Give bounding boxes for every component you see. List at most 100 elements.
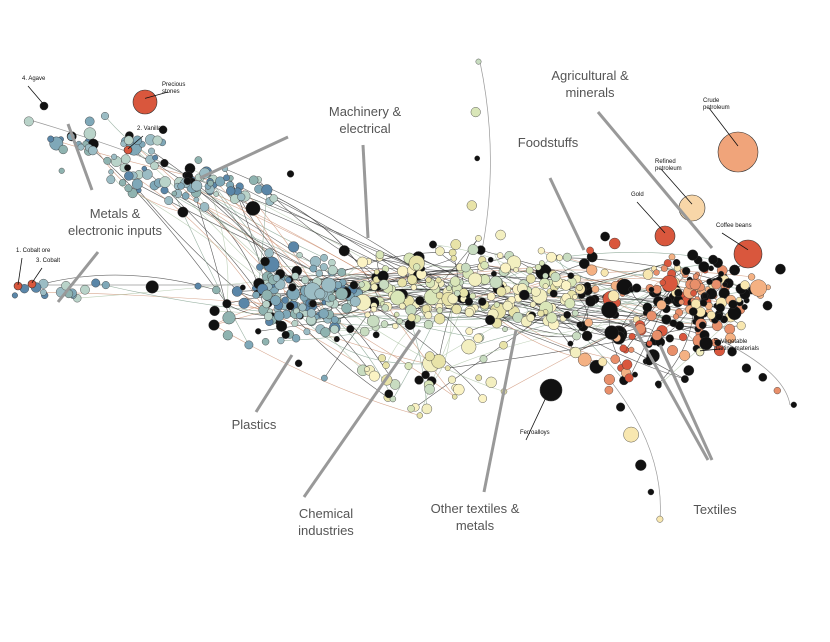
node [702, 293, 709, 300]
edge [179, 182, 392, 290]
node [451, 304, 462, 315]
node [546, 312, 558, 324]
node [502, 326, 508, 333]
node [572, 309, 579, 317]
node [372, 331, 380, 339]
node [262, 300, 271, 309]
node [616, 402, 626, 412]
node [148, 147, 155, 155]
node [747, 273, 756, 281]
node [450, 255, 457, 262]
node [479, 355, 488, 363]
node [610, 354, 620, 364]
node [714, 339, 722, 347]
node [101, 281, 110, 290]
node [384, 389, 394, 399]
node [269, 194, 278, 203]
node [208, 319, 220, 331]
node [775, 263, 786, 275]
node [424, 351, 435, 362]
product-node [13, 281, 23, 291]
node [607, 290, 620, 302]
node [692, 273, 699, 280]
product-label-line: 2. Vanilla [137, 126, 162, 132]
node [390, 290, 406, 306]
node [628, 346, 635, 353]
node [648, 286, 655, 293]
node [758, 372, 768, 382]
node [577, 352, 592, 367]
cluster-label: Machinery & electrical [329, 104, 402, 136]
edge [273, 198, 450, 305]
node [572, 331, 581, 341]
cluster-label-line: industries [298, 523, 354, 538]
node [724, 323, 736, 335]
product-label: Ferroalloys [520, 430, 550, 436]
node [248, 175, 259, 185]
product-node [695, 347, 705, 357]
node [244, 340, 254, 350]
node [585, 295, 597, 307]
node [499, 341, 508, 350]
node [444, 365, 451, 372]
node [682, 266, 691, 276]
node [727, 347, 737, 357]
node [537, 247, 545, 255]
node [398, 302, 406, 310]
node [665, 334, 674, 343]
node [435, 277, 442, 284]
node [364, 311, 371, 318]
node [80, 284, 90, 295]
node [158, 125, 168, 135]
node [718, 270, 724, 277]
node [519, 289, 530, 301]
leader-tick [660, 168, 693, 205]
node [416, 412, 423, 419]
node [567, 272, 575, 280]
node [328, 259, 336, 267]
node [624, 373, 634, 383]
node [542, 272, 549, 279]
node [465, 327, 474, 336]
node [576, 284, 583, 291]
node [330, 324, 339, 334]
node [222, 330, 233, 341]
cluster-label-line: electrical [339, 121, 390, 136]
node [261, 184, 273, 196]
node [131, 178, 143, 190]
node [550, 272, 561, 282]
node [226, 186, 236, 196]
node [646, 340, 653, 347]
node [656, 515, 664, 523]
cluster-leader [199, 135, 289, 180]
node [288, 241, 300, 253]
node [292, 334, 301, 343]
node [124, 164, 132, 172]
node [699, 299, 708, 307]
node [762, 300, 773, 311]
node [421, 370, 430, 380]
leader-tick [699, 348, 721, 352]
product-label: 1. Cobalt ore [16, 248, 51, 254]
node [436, 307, 443, 314]
node [500, 262, 511, 274]
node [423, 320, 434, 330]
product-node [654, 225, 676, 247]
node [424, 384, 435, 395]
node [314, 288, 326, 300]
node [707, 310, 716, 320]
node [261, 289, 273, 301]
node [245, 201, 261, 216]
node [124, 184, 133, 193]
product-node [27, 279, 37, 289]
cluster-label: Textiles [693, 502, 737, 517]
node [160, 159, 169, 168]
node [118, 179, 127, 187]
cluster-leader [548, 177, 586, 251]
node [193, 196, 200, 203]
node [260, 256, 270, 267]
node [356, 256, 368, 268]
node [378, 279, 390, 290]
node [473, 333, 483, 343]
node [103, 156, 112, 165]
